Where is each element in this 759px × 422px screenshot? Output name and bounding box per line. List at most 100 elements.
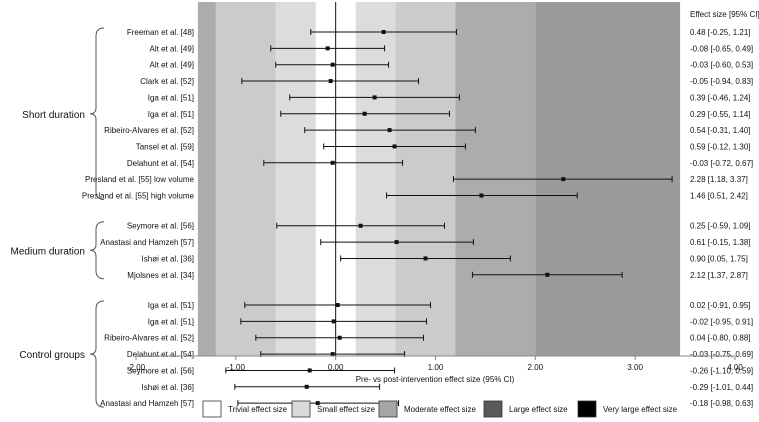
legend-swatch [483,400,503,418]
effect-size-value: 2.12 [1.37, 2.87] [690,271,748,280]
legend-item: Moderate effect size [378,400,476,418]
group-bracket [89,27,105,200]
legend: Trivial effect size Small effect size Mode… [202,400,678,418]
study-label: Alt et al. [49] [150,44,194,53]
group-label: Short duration [22,110,85,121]
effect-size-value: -0.03 [-0.60, 0.53] [690,61,753,70]
point-estimate [335,303,340,308]
legend-swatch [577,400,597,418]
point-estimate [331,319,336,324]
effect-size-value: 0.61 [-0.15, 1.38] [690,238,751,247]
effect-size-header: Effect size [95% CI] [690,10,759,19]
point-estimate [372,95,377,100]
legend-swatch [378,400,398,418]
point-estimate [328,79,333,84]
effect-size-value: 1.46 [0.51, 2.42] [690,192,748,201]
study-label: Iga et al. [51] [148,110,194,119]
x-tick-label: 4.00 [727,363,743,372]
study-label: Anastasi and Hamzeh [57] [100,238,194,247]
x-axis-title: Pre- vs post-intervention effect size (9… [356,375,515,384]
point-estimate [330,62,335,67]
study-label: Anastasi and Hamzeh [57] [100,399,194,408]
legend-label: Moderate effect size [404,405,476,414]
study-label: Ishøi et al. [36] [142,254,194,263]
band-1 [275,2,316,356]
point-estimate [304,384,309,389]
point-estimate [325,46,330,51]
effect-size-value: 0.39 [-0.46, 1.24] [690,93,751,102]
point-estimate [392,144,397,149]
effect-size-value: -0.26 [-1.10, 0.59] [690,366,753,375]
group-label: Control groups [19,350,85,361]
x-tick-label: 3.00 [627,363,643,372]
effect-size-value: 2.28 [1.18, 3.37] [690,175,748,184]
effect-size-value: -0.08 [-0.65, 0.49] [690,44,753,53]
point-estimate [394,240,399,245]
study-rows: Freeman et al. [48] 0.48 [-0.25, 1.21] Alt… [82,28,753,408]
legend-label: Large effect size [509,405,568,414]
effect-size-value: 0.04 [-0.80, 0.88] [690,334,751,343]
x-tick-label: 2.00 [528,363,544,372]
study-label: Delahunt et al. [54] [127,350,194,359]
group-brackets: Short duration Medium duration Control gro… [11,27,105,408]
band-4 [395,2,456,356]
effect-size-value: -0.05 [-0.94, 0.83] [690,77,753,86]
effect-size-value: 0.29 [-0.55, 1.14] [690,110,751,119]
point-estimate [337,335,342,340]
study-label: Ribeiro-Alvares et al. [52] [104,334,194,343]
legend-label: Small effect size [317,405,376,414]
x-tick-label: -2.00 [127,363,146,372]
study-label: Iga et al. [51] [148,301,194,310]
point-estimate [561,177,566,182]
band-3 [215,2,276,356]
study-label: Mjolsnes et al. [34] [127,271,194,280]
legend-item: Large effect size [483,400,568,418]
effect-size-value: -0.02 [-0.95, 0.91] [690,317,753,326]
study-label: Iga et al. [51] [148,317,194,326]
point-estimate [330,352,335,357]
point-estimate [423,256,428,261]
effect-size-value: 0.02 [-0.91, 0.95] [690,301,751,310]
study-label: Delahunt et al. [54] [127,159,194,168]
point-estimate [358,223,363,228]
point-estimate [387,128,392,133]
legend-swatch [291,400,311,418]
effect-size-value: 0.25 [-0.59, 1.09] [690,222,751,231]
study-label: Seymore et al. [56] [127,222,194,231]
group-bracket [89,221,105,280]
point-estimate [381,30,386,34]
effect-size-value: 0.59 [-0.12, 1.30] [690,142,751,151]
point-estimate [307,368,312,373]
effect-size-value: 0.48 [-0.25, 1.21] [690,28,751,37]
legend-label: Trivial effect size [228,405,288,414]
study-label: Freeman et al. [48] [127,28,194,37]
group-bracket [89,300,105,408]
legend-item: Trivial effect size [202,400,288,418]
point-estimate [330,160,335,165]
study-label: Presland et al. [55] high volume [82,192,195,201]
band-5 [197,2,216,356]
study-label: Tansel et al. [59] [136,142,194,151]
band-2 [355,2,396,356]
effect-size-value: -0.18 [-0.98, 0.63] [690,399,753,408]
x-tick-label: 1.00 [428,363,444,372]
group-label: Medium duration [11,246,85,257]
effect-size-value: -0.03 [-0.72, 0.67] [690,159,753,168]
legend-item: Very large effect size [577,400,678,418]
study-label: Iga et al. [51] [148,93,194,102]
study-label: Clark et al. [52] [140,77,194,86]
study-label: Seymore et al. [56] [127,366,194,375]
effect-size-value: -0.03 [-0.75, 0.69] [690,350,753,359]
effect-size-value: -0.29 [-1.01, 0.44] [690,383,753,392]
legend-label: Very large effect size [603,405,678,414]
effect-size-value: 0.90 [0.05, 1.75] [690,254,748,263]
point-estimate [315,401,320,406]
point-estimate [362,111,367,116]
legend-swatch [202,400,222,418]
x-tick-label: 0.00 [328,363,344,372]
effect-size-value: 0.54 [-0.31, 1.40] [690,126,751,135]
study-label: Alt et al. [49] [150,61,194,70]
point-estimate [545,272,550,277]
point-estimate [479,193,484,198]
